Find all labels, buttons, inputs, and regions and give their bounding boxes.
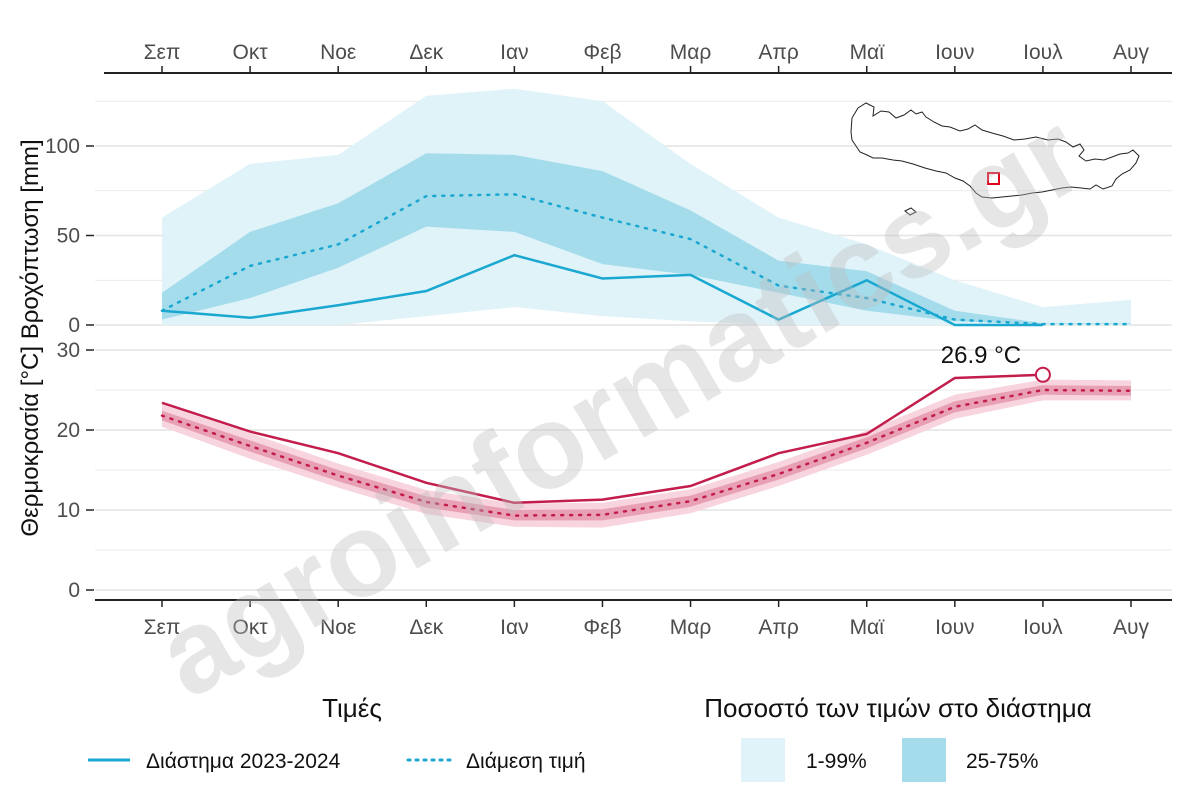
top-x-tick-label: Οκτ — [233, 41, 269, 64]
top-x-tick-label: Νοε — [320, 41, 356, 64]
temperature-panel: 26.9 °C — [160, 342, 1133, 528]
bottom-x-tick-label: Φεβ — [583, 616, 621, 639]
legend-values-title: Τιμές — [322, 693, 382, 723]
temp-observed-line — [161, 373, 1043, 505]
legend-inner-label: 25-75% — [966, 750, 1038, 773]
temp-median-line — [160, 388, 1133, 517]
top-x-tick-label: Ιουλ — [1023, 41, 1063, 64]
legend-range-title: Ποσοστό των τιμών στο διάστημα — [704, 693, 1091, 723]
bottom-x-tick-label: Νοε — [320, 616, 356, 639]
precipitation-panel — [160, 88, 1133, 327]
bottom-x-tick-label: Δεκ — [409, 616, 443, 639]
axes: Σεπ Οκτ Νοε Δεκ Ιαν Φεβ Μαρ Απρ Μαϊ Ιουν Ιουλ Αυγ Σε… — [45, 41, 1172, 639]
top-x-tick-label: Δεκ — [409, 41, 443, 64]
legend-median-label: Διάμεση τιμή — [466, 750, 586, 773]
top-x-tick-label: Αυγ — [1113, 41, 1149, 64]
temp-y-tick-label: 0 — [68, 579, 80, 602]
precip-observed-line — [161, 253, 1043, 327]
top-x-tick-label: Φεβ — [583, 41, 621, 64]
precip-y-tick-label: 50 — [57, 225, 80, 248]
crete-outline — [850, 102, 1140, 199]
precip-y-tick-label: 100 — [45, 135, 80, 158]
bottom-x-tick-label: Ιουλ — [1023, 616, 1063, 639]
temp-y-tick-label: 30 — [57, 339, 80, 362]
bottom-x-tick-label: Σεπ — [144, 616, 181, 639]
top-x-tick-label: Απρ — [758, 41, 798, 64]
top-x-tick-label: Μαϊ — [850, 41, 886, 64]
top-x-tick-label: Ιαν — [500, 41, 528, 64]
temp-y-tick-label: 20 — [57, 419, 80, 442]
gavdos-island — [904, 207, 917, 216]
precip-y-tick-label: 0 — [68, 314, 80, 337]
location-marker — [987, 172, 1000, 185]
bottom-x-tick-label: Αυγ — [1113, 616, 1149, 639]
temp-last-value-point — [1034, 366, 1051, 383]
bottom-x-tick-label: Οκτ — [233, 616, 269, 639]
bottom-x-tick-label: Απρ — [758, 616, 798, 639]
y-axis-title: Θερμοκρασία [°C] Βροχόπτωση [mm] — [17, 139, 44, 536]
legend: Τιμές Διάστημα 2023-2024 Διάμεση τιμή Πο… — [88, 693, 1092, 782]
crete-location-map — [850, 102, 1140, 216]
precip-median-line — [160, 193, 1133, 326]
legend-outer-label: 1-99% — [806, 750, 867, 773]
legend-observed-label: Διάστημα 2023-2024 — [146, 750, 341, 773]
top-x-tick-label: Ιουν — [935, 41, 975, 64]
temp-annotation: 26.9 °C — [941, 342, 1021, 369]
bottom-x-tick-label: Ιαν — [500, 616, 528, 639]
top-x-tick-label: Σεπ — [144, 41, 181, 64]
temp-y-tick-label: 10 — [57, 499, 80, 522]
bottom-x-tick-label: Μαρ — [670, 616, 712, 639]
legend-inner-swatch — [902, 738, 946, 782]
top-x-tick-label: Μαρ — [670, 41, 712, 64]
legend-outer-swatch — [741, 738, 785, 782]
bottom-x-tick-label: Μαϊ — [850, 616, 886, 639]
bottom-x-tick-label: Ιουν — [935, 616, 975, 639]
precip-band-25-75 — [162, 153, 1131, 325]
